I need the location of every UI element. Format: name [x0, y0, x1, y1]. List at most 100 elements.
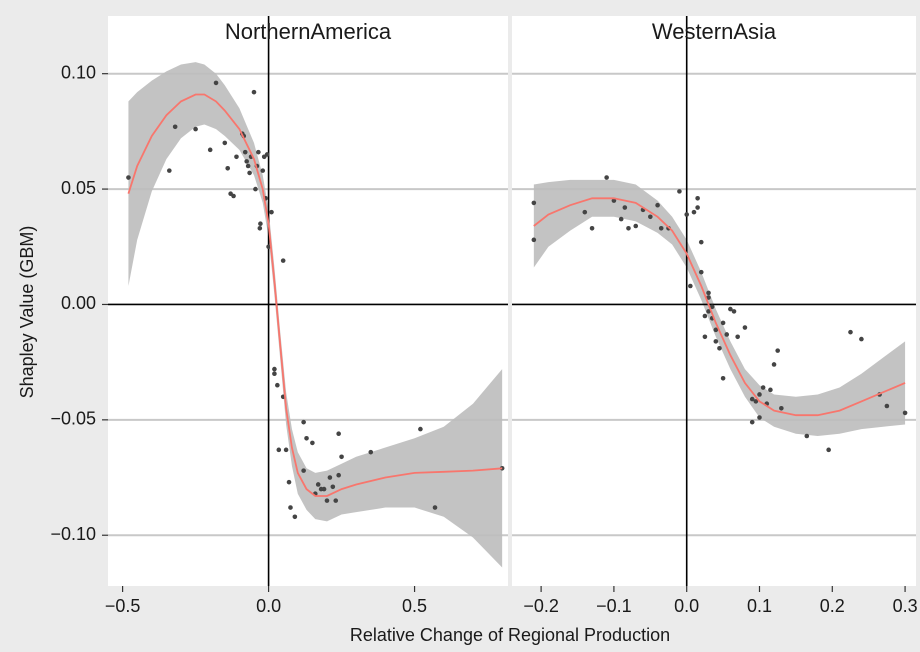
- data-point: [172, 124, 178, 130]
- data-point: [771, 362, 777, 367]
- data-point: [321, 486, 327, 492]
- confidence-ribbon: [128, 62, 503, 568]
- data-point: [677, 189, 682, 194]
- data-point: [266, 244, 271, 250]
- data-point: [258, 221, 263, 226]
- facet-label: NorthernAmerica: [225, 19, 392, 44]
- x-axis-title: Relative Change of Regional Production: [350, 625, 670, 645]
- data-point: [244, 159, 249, 164]
- data-point: [193, 126, 198, 132]
- x-tick-label: 0.1: [747, 596, 772, 616]
- data-point: [717, 346, 722, 351]
- x-tick-label: −0.5: [105, 596, 141, 616]
- y-axis-title: Shapley Value (GBM): [17, 226, 37, 399]
- x-tick-label: −0.2: [523, 596, 559, 616]
- data-point: [695, 196, 700, 201]
- data-point: [691, 209, 697, 215]
- y-axis: −0.10 −0.05 0.00 0.05 0.10: [50, 62, 108, 544]
- data-point: [251, 89, 257, 95]
- y-tick-label: −0.05: [50, 409, 96, 429]
- smooth-line: [533, 197, 906, 417]
- data-point: [256, 149, 261, 155]
- data-point: [731, 309, 737, 314]
- data-point: [582, 209, 588, 215]
- data-point: [269, 209, 274, 215]
- x-tick-label: 0.2: [820, 596, 845, 616]
- data-point: [242, 149, 248, 155]
- data-point: [333, 498, 339, 503]
- panels-layer: NorthernAmerica −0.5 0.0 0.5 WesternAsia −0.2…: [105, 16, 918, 616]
- data-point: [531, 200, 537, 206]
- data-point: [720, 376, 726, 381]
- data-point: [339, 454, 344, 460]
- data-point: [655, 202, 660, 208]
- data-point: [753, 399, 759, 404]
- data-point: [213, 80, 219, 86]
- data-point: [336, 431, 341, 436]
- x-tick-label: 0.0: [256, 596, 281, 616]
- data-point: [702, 313, 708, 319]
- data-point: [315, 482, 321, 487]
- data-point: [626, 226, 631, 231]
- panel-northernamerica: NorthernAmerica −0.5 0.0 0.5: [105, 16, 508, 616]
- x-tick-label: 0.0: [674, 596, 699, 616]
- data-point: [330, 484, 336, 490]
- data-point: [272, 371, 277, 376]
- data-point: [327, 475, 333, 480]
- data-point: [257, 226, 263, 231]
- data-point: [432, 505, 438, 510]
- y-tick-label: 0.00: [61, 293, 96, 313]
- data-point: [301, 468, 306, 473]
- data-point: [775, 348, 780, 353]
- y-tick-label: −0.10: [50, 524, 96, 544]
- data-point: [304, 436, 309, 441]
- data-point: [288, 505, 293, 510]
- data-point: [706, 290, 711, 296]
- data-point: [735, 334, 740, 340]
- data-point: [283, 447, 289, 453]
- data-point: [618, 216, 624, 222]
- data-point: [804, 433, 810, 439]
- data-point: [706, 295, 711, 300]
- x-tick-label: 0.5: [402, 596, 427, 616]
- data-point: [231, 193, 236, 199]
- data-point: [264, 152, 270, 157]
- data-point: [688, 283, 693, 289]
- data-point: [611, 198, 617, 203]
- data-point: [848, 329, 853, 335]
- data-point: [706, 309, 711, 314]
- data-point: [749, 419, 755, 425]
- data-point: [324, 498, 330, 503]
- data-point: [234, 154, 239, 160]
- data-point: [884, 403, 890, 409]
- data-point: [604, 175, 609, 180]
- data-point: [713, 327, 719, 333]
- data-point: [902, 410, 908, 416]
- data-point: [757, 392, 762, 397]
- data-point: [713, 339, 719, 344]
- data-point: [622, 205, 628, 210]
- data-point: [826, 447, 831, 453]
- data-point: [648, 214, 653, 220]
- data-point: [709, 304, 715, 310]
- smooth-line: [127, 93, 503, 497]
- data-point: [275, 382, 280, 388]
- data-point: [695, 205, 700, 210]
- data-point: [207, 147, 213, 153]
- y-tick-label: 0.05: [61, 178, 96, 198]
- data-point: [368, 449, 374, 455]
- facet-label: WesternAsia: [652, 19, 777, 44]
- data-point: [276, 447, 282, 453]
- data-point: [272, 366, 277, 372]
- data-point: [292, 514, 298, 520]
- data-point: [698, 239, 704, 245]
- data-point: [126, 175, 131, 180]
- data-point: [702, 334, 708, 340]
- data-point: [724, 332, 730, 337]
- data-point: [286, 479, 292, 485]
- data-point: [589, 226, 595, 231]
- data-point: [698, 269, 704, 275]
- x-tick-label: 0.3: [893, 596, 918, 616]
- data-point: [859, 336, 864, 342]
